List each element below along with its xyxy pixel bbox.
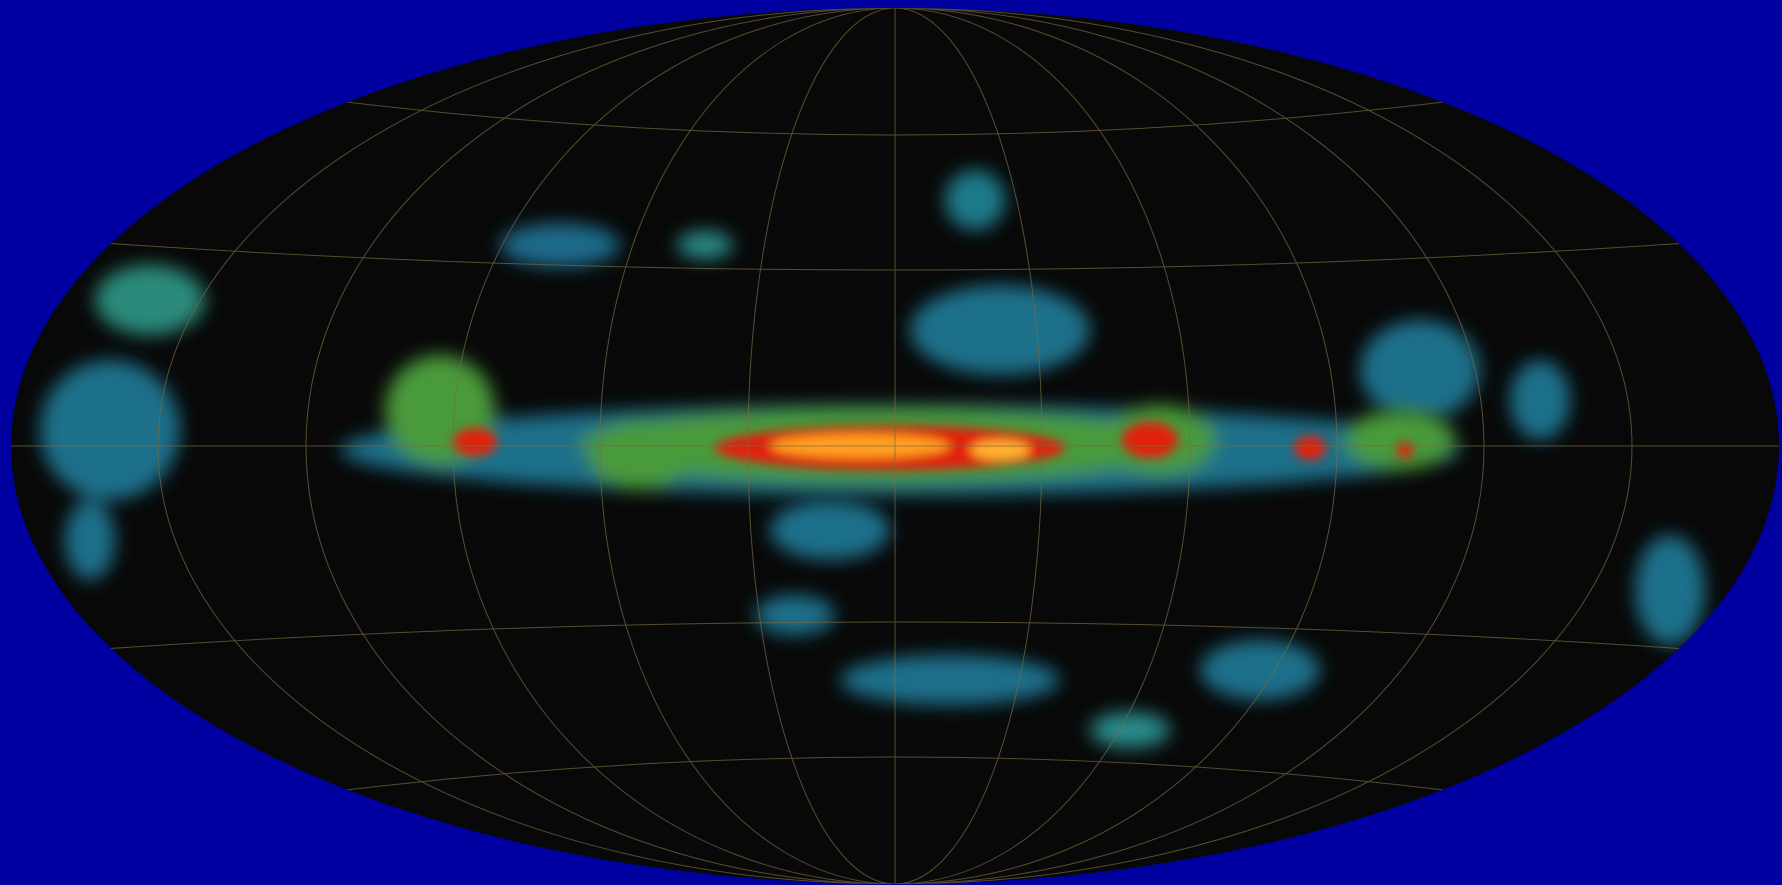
blob bbox=[40, 360, 180, 500]
core bbox=[1294, 436, 1326, 460]
blob bbox=[1510, 360, 1570, 440]
blob bbox=[95, 265, 205, 335]
page bbox=[0, 0, 1782, 885]
blob bbox=[770, 500, 890, 560]
blob bbox=[1635, 535, 1705, 645]
blob bbox=[1090, 712, 1170, 748]
blob bbox=[1200, 640, 1320, 700]
core bbox=[453, 428, 497, 456]
blob bbox=[500, 223, 620, 267]
blob bbox=[945, 170, 1005, 230]
core bbox=[1397, 442, 1413, 458]
blob bbox=[677, 231, 733, 259]
blob bbox=[840, 655, 1060, 705]
core bbox=[1122, 422, 1178, 458]
sky-map bbox=[0, 0, 1782, 885]
core bbox=[970, 440, 1030, 460]
blob bbox=[65, 500, 115, 580]
band bbox=[590, 420, 690, 490]
blob bbox=[755, 595, 835, 635]
blob bbox=[1360, 320, 1480, 420]
blob bbox=[910, 285, 1090, 375]
band bbox=[1345, 410, 1455, 470]
